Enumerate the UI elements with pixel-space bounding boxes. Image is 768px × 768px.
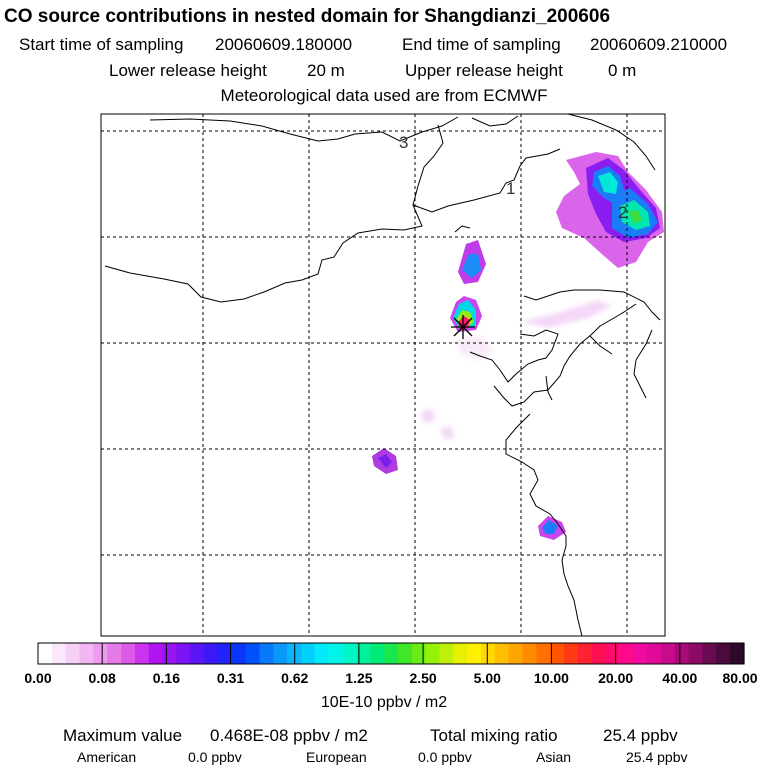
receptor-star-icon bbox=[451, 315, 475, 339]
colorbar-cell bbox=[522, 643, 537, 664]
colorbar-tick-label: 80.00 bbox=[722, 670, 758, 686]
colorbar-cell bbox=[633, 643, 648, 664]
contour-label-3: 3 bbox=[399, 133, 408, 152]
colorbar-tick-label: 0.16 bbox=[152, 670, 180, 686]
colorbar-cell bbox=[93, 643, 108, 664]
lower-release-value: 20 m bbox=[307, 61, 345, 80]
lat-lon-grid bbox=[101, 114, 665, 636]
colorbar-cell bbox=[356, 643, 371, 664]
contour-label-1: 1 bbox=[506, 179, 515, 198]
met-data-source: Meteorological data used are from ECMWF bbox=[220, 86, 548, 105]
start-time-value: 20060609.180000 bbox=[215, 35, 353, 54]
colorbar-tick-label: 0.00 bbox=[24, 670, 52, 686]
colorbar-tick-label: 2.50 bbox=[409, 670, 437, 686]
colorbar-cell bbox=[301, 643, 316, 664]
plume-southwest bbox=[372, 448, 398, 474]
colorbar-tick-label: 0.62 bbox=[281, 670, 309, 686]
contour-label-2: 2 bbox=[618, 203, 627, 222]
plume-south bbox=[538, 516, 566, 540]
colorbar-cell bbox=[674, 643, 690, 664]
colorbar-cell bbox=[536, 643, 551, 664]
colorbar-cell bbox=[107, 643, 122, 664]
plume-northeast bbox=[556, 152, 664, 268]
colorbar-cell bbox=[148, 643, 164, 664]
colorbar-cell bbox=[245, 643, 261, 664]
colorbar-cell bbox=[467, 643, 482, 664]
colorbar-cell bbox=[162, 643, 178, 664]
upper-release-label: Upper release height bbox=[405, 61, 563, 80]
colorbar-tick-label: 5.00 bbox=[473, 670, 501, 686]
start-time-label: Start time of sampling bbox=[19, 35, 184, 54]
colorbar-cell bbox=[619, 643, 634, 664]
colorbar-cell bbox=[702, 643, 717, 664]
colorbar-cell bbox=[370, 643, 385, 664]
colorbar-cell bbox=[342, 643, 357, 664]
colorbar-units: 10E-10 ppbv / m2 bbox=[320, 694, 448, 711]
european-label: European bbox=[306, 749, 367, 765]
map-frame bbox=[100, 113, 666, 637]
colorbar-cell bbox=[439, 643, 454, 664]
colorbar-cell bbox=[121, 643, 136, 664]
coastlines bbox=[104, 114, 661, 636]
lower-release-label: Lower release height bbox=[109, 61, 267, 80]
end-time-value: 20060609.210000 bbox=[590, 35, 728, 54]
max-value: 0.468E-08 ppbv / m2 bbox=[210, 726, 368, 745]
plume-faint-east bbox=[420, 300, 612, 440]
colorbar-cell bbox=[204, 643, 219, 664]
colorbar-tick-label: 40.00 bbox=[662, 670, 698, 686]
colorbar-cell bbox=[134, 643, 150, 664]
total-mixing-value: 25.4 ppbv bbox=[603, 726, 678, 745]
colorbar-cell bbox=[38, 643, 53, 664]
colorbar-cell bbox=[564, 643, 579, 664]
plume-receptor bbox=[450, 296, 482, 332]
end-time-label: End time of sampling bbox=[402, 35, 561, 54]
plot-title: CO source contributions in nested domain… bbox=[4, 6, 611, 27]
colorbar-cell bbox=[730, 643, 745, 664]
colorbar-cell bbox=[508, 643, 524, 664]
colorbar-cell bbox=[647, 643, 662, 664]
colorbar-tick-label: 1.25 bbox=[345, 670, 373, 686]
colorbar-cell bbox=[79, 643, 94, 664]
colorbar-cell bbox=[273, 643, 288, 664]
colorbar-tick-label: 20.00 bbox=[598, 670, 634, 686]
colorbar-cell bbox=[328, 643, 344, 664]
colorbar-cell bbox=[605, 643, 621, 664]
asian-label: Asian bbox=[536, 749, 572, 765]
colorbar-cell bbox=[384, 643, 399, 664]
colorbar-cell bbox=[425, 643, 441, 664]
asian-value: 25.4 ppbv bbox=[626, 749, 688, 765]
colorbar-cell bbox=[660, 643, 676, 664]
colorbar-cell bbox=[397, 643, 413, 664]
colorbar-cell bbox=[453, 643, 468, 664]
colorbar-cell bbox=[577, 643, 593, 664]
european-value: 0.0 ppbv bbox=[418, 749, 472, 765]
colorbar-tick-label: 10.00 bbox=[533, 670, 569, 686]
colorbar-cell bbox=[217, 643, 233, 664]
upper-release-value: 0 m bbox=[608, 61, 637, 80]
colorbar-cell bbox=[190, 643, 205, 664]
colorbar-cell bbox=[314, 643, 330, 664]
colorbar-cell bbox=[231, 643, 247, 664]
colorbar-cell bbox=[494, 643, 510, 664]
colorbar-tick-label: 0.08 bbox=[88, 670, 116, 686]
colorbar-cell bbox=[480, 643, 496, 664]
colorbar-tick-label: 0.31 bbox=[216, 670, 245, 686]
colorbar-cell bbox=[591, 643, 607, 664]
colorbar-cell bbox=[550, 643, 565, 664]
colorbar-cell bbox=[176, 643, 191, 664]
colorbar-cell bbox=[411, 643, 427, 664]
american-value: 0.0 ppbv bbox=[188, 749, 242, 765]
total-mixing-label: Total mixing ratio bbox=[430, 726, 558, 745]
american-label: American bbox=[77, 749, 137, 765]
colorbar-cell bbox=[65, 643, 81, 664]
max-value-label: Maximum value bbox=[63, 726, 183, 745]
colorbar-cell bbox=[688, 643, 704, 664]
colorbar-cell bbox=[259, 643, 274, 664]
plume-north-center bbox=[458, 240, 486, 284]
colorbar-cell bbox=[716, 643, 731, 664]
colorbar-cell bbox=[51, 643, 67, 664]
